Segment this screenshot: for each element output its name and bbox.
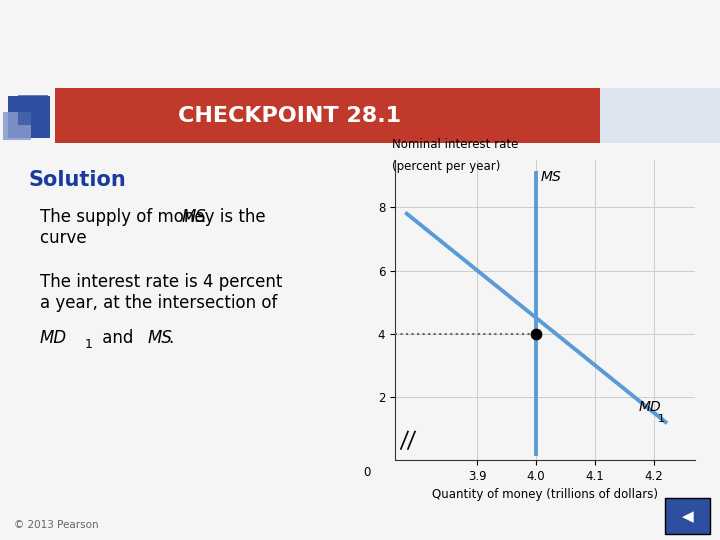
Text: 1: 1 [85, 338, 93, 350]
Text: © 2013 Pearson: © 2013 Pearson [14, 520, 99, 530]
Bar [600, 88, 720, 143]
Text: MS: MS [148, 329, 173, 347]
Text: CHECKPOINT 28.1: CHECKPOINT 28.1 [179, 106, 402, 126]
Text: 0: 0 [363, 467, 370, 480]
Text: .: . [200, 208, 205, 226]
Text: MS: MS [181, 208, 207, 226]
Point [531, 329, 542, 338]
Bar [18, 95, 48, 125]
Text: The interest rate is 4 percent
a year, at the intersection of: The interest rate is 4 percent a year, a… [40, 273, 282, 312]
Text: .: . [168, 329, 173, 347]
Text: The supply of money is the
curve: The supply of money is the curve [40, 208, 265, 247]
Bar [55, 88, 600, 143]
Bar [3, 112, 31, 140]
Text: MS: MS [540, 170, 561, 184]
Text: MD: MD [40, 329, 67, 347]
Text: Solution: Solution [29, 170, 127, 190]
Bar [8, 96, 50, 138]
X-axis label: Quantity of money (trillions of dollars): Quantity of money (trillions of dollars) [432, 488, 658, 501]
Text: MD: MD [639, 400, 662, 414]
Text: Nominal interest rate: Nominal interest rate [392, 138, 518, 151]
Text: and: and [97, 329, 139, 347]
Text: 1: 1 [658, 414, 665, 424]
Text: (percent per year): (percent per year) [392, 160, 500, 173]
Text: ◀: ◀ [682, 509, 693, 524]
